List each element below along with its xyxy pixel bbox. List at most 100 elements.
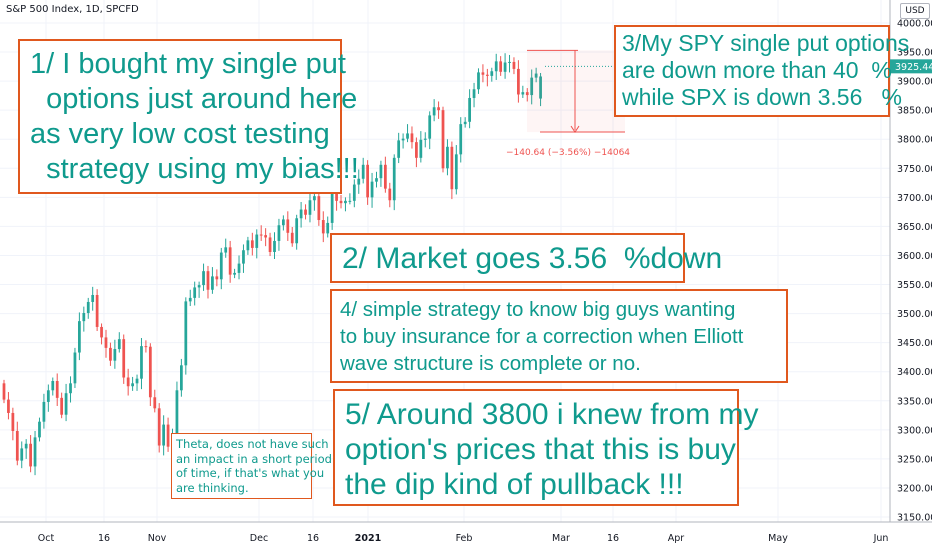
candle-body <box>42 401 46 422</box>
candle-body <box>100 326 103 338</box>
candle-body <box>188 297 192 302</box>
candle-body <box>24 443 28 449</box>
candle-body <box>348 200 352 202</box>
candle-body <box>148 346 152 398</box>
candle-body <box>512 61 516 69</box>
candle-body <box>153 397 157 409</box>
note-line: option's prices that this is buy <box>345 433 736 466</box>
candle-body <box>113 349 117 361</box>
time-axis: Oct 16 Nov Dec 16 2021 Feb Mar 16 Apr May Jun <box>0 521 932 544</box>
candle-body <box>419 139 423 158</box>
candle-body <box>264 235 268 238</box>
annotation-note-3: 3/My SPY single put options are down mor… <box>614 25 910 117</box>
candle-body <box>38 421 41 438</box>
candle-body <box>428 115 432 139</box>
candle-body <box>51 381 55 391</box>
candle-body <box>468 97 471 122</box>
candlestick-series <box>2 53 542 476</box>
candle-body <box>499 61 503 72</box>
candle-body <box>242 250 245 264</box>
candle-body <box>388 188 392 201</box>
currency-button[interactable]: USD <box>900 3 930 19</box>
candle-body <box>219 252 223 280</box>
time-tick-label: May <box>768 533 788 544</box>
candle-body <box>379 164 383 179</box>
candle-body <box>91 294 95 302</box>
annotation-note-5: 5/ Around 3800 i knew from my option's p… <box>333 389 759 506</box>
candle-body <box>46 390 50 402</box>
candle-body <box>450 146 454 190</box>
candle-body <box>304 209 307 215</box>
annotation-note-6: Theta, does not have such an impact in a… <box>171 433 332 499</box>
candle-body <box>202 271 205 286</box>
time-tick-label: Dec <box>250 533 268 544</box>
measure-arrow-head <box>570 125 580 133</box>
candle-body <box>180 365 183 391</box>
price-tick-label: 3950.00 <box>897 48 932 59</box>
candle-body <box>33 437 37 467</box>
candle-body <box>361 164 365 179</box>
candle-body <box>246 240 250 251</box>
candle-body <box>410 133 414 143</box>
candle-body <box>197 285 201 288</box>
candle-body <box>437 107 440 111</box>
note-line: of time, if that's what you <box>176 466 325 480</box>
candle-body <box>29 443 32 467</box>
note-line: while SPX is down 3.56 % <box>622 84 902 110</box>
candle-body <box>273 240 276 252</box>
candle-body <box>534 73 538 78</box>
candle-body <box>228 247 232 275</box>
time-tick-label: Oct <box>38 533 55 544</box>
price-axis-panel <box>890 0 932 550</box>
candle-body <box>494 61 498 72</box>
measure-label: −140.64 (−3.56%) −14064 <box>506 148 630 158</box>
candle-body <box>521 92 525 95</box>
candle-body <box>299 209 303 219</box>
note-line: an impact in a short period <box>176 451 332 466</box>
candle-body <box>370 181 374 198</box>
candle-body <box>233 272 236 275</box>
candle-body <box>286 219 290 233</box>
price-tick-label: 3450.00 <box>897 338 932 349</box>
time-tick-label: 2021 <box>355 533 381 544</box>
price-tick-label: 3900.00 <box>897 77 932 88</box>
candle-body <box>392 157 396 201</box>
candle-body <box>463 121 467 125</box>
time-tick-label: Mar <box>552 533 570 544</box>
last-price-label: 3925.44 <box>895 62 932 73</box>
candle-body <box>352 184 356 201</box>
time-tick-label: 16 <box>307 533 319 544</box>
candle-body <box>397 140 401 158</box>
candle-body <box>290 232 294 244</box>
time-tick-label: Jun <box>873 533 889 544</box>
candle-body <box>135 378 139 384</box>
price-tick-label: 4000.00 <box>897 19 932 30</box>
note-line: 3/My SPY single put options <box>622 30 910 56</box>
candle-body <box>517 68 520 95</box>
candle-body <box>308 200 312 215</box>
candle-body <box>95 294 99 327</box>
price-tick-label: 3550.00 <box>897 280 932 291</box>
time-tick-label: Apr <box>668 533 685 544</box>
candle-body <box>406 133 409 139</box>
candle-body <box>432 107 436 116</box>
candle-body <box>175 390 179 434</box>
candle-body <box>224 247 228 253</box>
candle-body <box>277 225 281 241</box>
candle-body <box>375 178 378 182</box>
candle-body <box>144 346 148 348</box>
candle-body <box>184 301 188 366</box>
candle-body <box>295 218 299 244</box>
candle-body <box>459 124 463 155</box>
price-tick-label: 3700.00 <box>897 193 932 204</box>
candle-body <box>73 352 77 384</box>
price-tick-label: 3650.00 <box>897 222 932 233</box>
measure-area <box>527 50 625 133</box>
candle-body <box>330 190 334 223</box>
candle-body <box>481 72 485 75</box>
annotation-note-1: 1/ I bought my single put options just a… <box>18 39 359 194</box>
candle-body <box>485 74 489 76</box>
candle-body <box>78 321 81 353</box>
candle-body <box>344 200 347 204</box>
time-tick-label: 16 <box>98 533 110 544</box>
